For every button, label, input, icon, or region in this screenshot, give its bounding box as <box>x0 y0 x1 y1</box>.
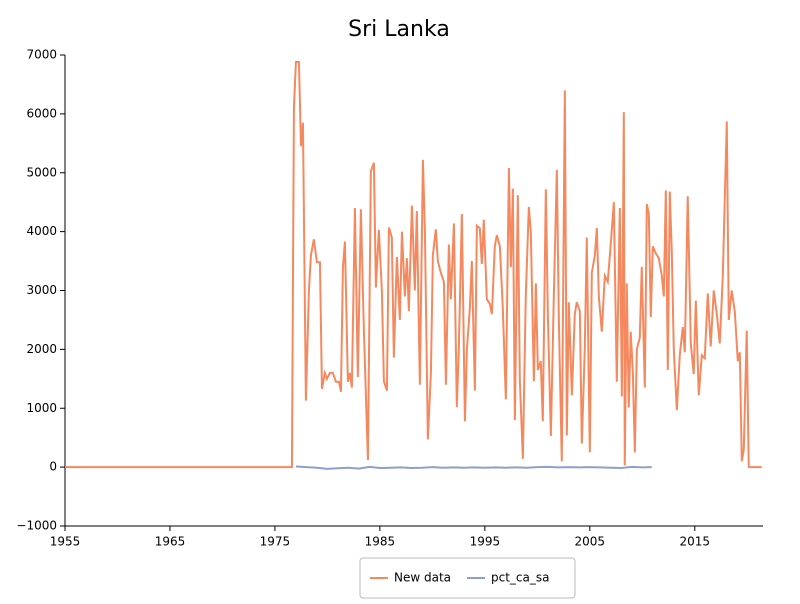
series-line <box>65 61 762 469</box>
y-tick-label: 3000 <box>26 283 57 297</box>
x-tick-label: 1955 <box>50 535 81 549</box>
y-tick-label: 2000 <box>26 342 57 356</box>
y-tick-label: −1000 <box>16 519 57 533</box>
x-tick-label: 1975 <box>260 535 291 549</box>
x-tick-label: 2015 <box>680 535 711 549</box>
x-tick-label: 1985 <box>365 535 396 549</box>
y-tick-label: 5000 <box>26 165 57 179</box>
x-tick-label: 1965 <box>155 535 186 549</box>
y-tick-label: 0 <box>49 460 57 474</box>
y-tick-label: 1000 <box>26 401 57 415</box>
y-tick-label: 6000 <box>26 106 57 120</box>
chart-title: Sri Lanka <box>348 17 450 42</box>
y-tick-label: 4000 <box>26 224 57 238</box>
legend-label: pct_ca_sa <box>491 571 549 585</box>
y-tick-label: 7000 <box>26 48 57 62</box>
series-line <box>295 465 652 470</box>
x-tick-label: 1995 <box>470 535 501 549</box>
x-tick-label: 2005 <box>575 535 606 549</box>
legend-label: New data <box>394 571 451 585</box>
